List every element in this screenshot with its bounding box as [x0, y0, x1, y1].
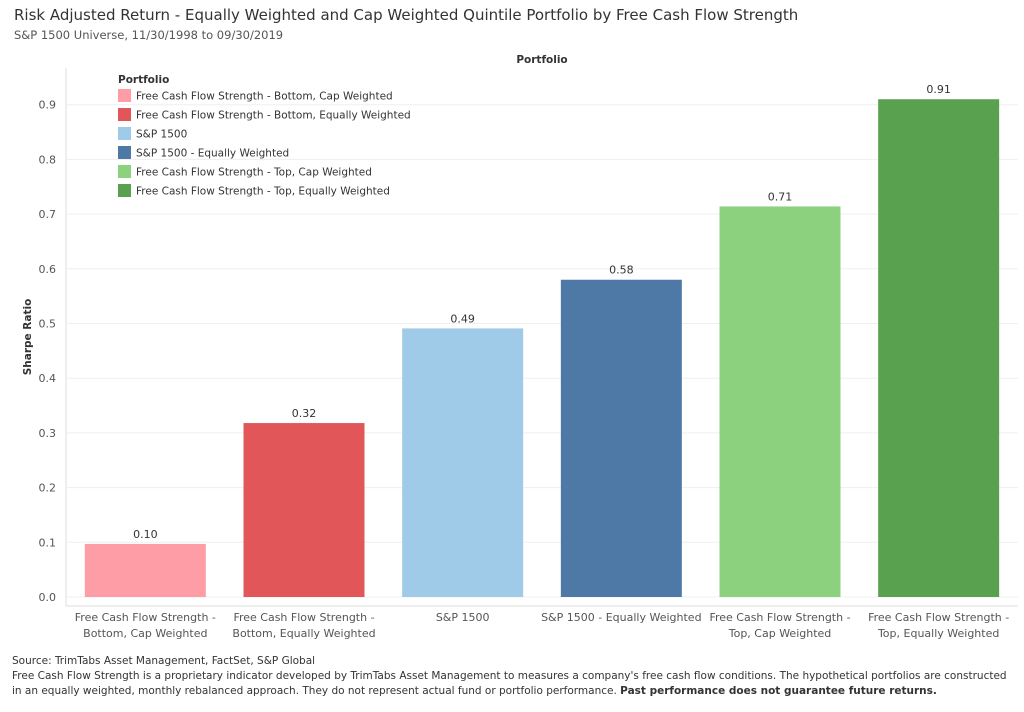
y-tick-label: 0.9 — [39, 99, 57, 112]
y-axis-title: Sharpe Ratio — [22, 299, 34, 376]
bar — [878, 99, 1000, 597]
bar — [402, 328, 524, 597]
legend-swatch — [118, 165, 131, 178]
bar-value-label: 0.71 — [768, 190, 793, 203]
x-tick-label: Bottom, Cap Weighted — [83, 627, 207, 640]
bar-value-label: 0.32 — [292, 407, 317, 420]
x-tick-label: S&P 1500 — [436, 611, 490, 624]
x-tick-label: S&P 1500 - Equally Weighted — [541, 611, 701, 624]
x-tick-label: Free Cash Flow Strength - — [709, 611, 850, 624]
y-tick-label: 0.7 — [39, 208, 57, 221]
x-tick-label: Bottom, Equally Weighted — [232, 627, 375, 640]
source-note: Source: TrimTabs Asset Management, FactS… — [12, 655, 316, 667]
bar-value-label: 0.91 — [926, 83, 951, 96]
y-tick-label: 0.0 — [39, 591, 57, 604]
footnote: Free Cash Flow Strength is a proprietary… — [12, 669, 1016, 699]
column-header: Portfolio — [516, 54, 567, 66]
bar — [243, 423, 365, 597]
bar — [84, 543, 206, 597]
y-tick-label: 0.3 — [39, 427, 57, 440]
legend-swatch — [118, 184, 131, 197]
y-tick-label: 0.2 — [39, 482, 57, 495]
x-tick-label: Free Cash Flow Strength - — [233, 611, 374, 624]
legend-swatch — [118, 146, 131, 159]
legend-item: Free Cash Flow Strength - Bottom, Equall… — [136, 110, 411, 122]
x-tick-label: Free Cash Flow Strength - — [868, 611, 1009, 624]
y-tick-label: 0.8 — [39, 153, 57, 166]
legend-swatch — [118, 89, 131, 102]
legend-item: Free Cash Flow Strength - Top, Cap Weigh… — [136, 167, 372, 179]
legend-item: S&P 1500 — [136, 129, 187, 141]
bar — [719, 206, 841, 597]
legend-item: Free Cash Flow Strength - Top, Equally W… — [136, 186, 390, 198]
x-tick-label: Top, Cap Weighted — [728, 627, 832, 640]
legend-item: Free Cash Flow Strength - Bottom, Cap We… — [136, 91, 393, 103]
legend-item: S&P 1500 - Equally Weighted — [136, 148, 289, 160]
x-tick-label: Free Cash Flow Strength - — [75, 611, 216, 624]
bar-value-label: 0.58 — [609, 264, 634, 277]
performance-disclaimer: Past performance does not guarantee futu… — [620, 685, 937, 697]
y-tick-label: 0.1 — [39, 536, 57, 549]
chart-subtitle: S&P 1500 Universe, 11/30/1998 to 09/30/2… — [14, 28, 284, 42]
bar-value-label: 0.10 — [133, 528, 158, 541]
footnote-text: Free Cash Flow Strength is a proprietary… — [12, 670, 1007, 697]
y-tick-label: 0.6 — [39, 263, 57, 276]
legend-title: Portfolio — [118, 74, 169, 86]
bar-value-label: 0.49 — [450, 312, 475, 325]
legend-swatch — [118, 127, 131, 140]
chart-title: Risk Adjusted Return - Equally Weighted … — [14, 6, 799, 24]
legend-swatch — [118, 108, 131, 121]
bar-chart: 0.0 0.1 0.2 0.3 0.4 0.5 0.6 0.7 0.8 0.9 Portfolio S… — [22, 54, 1018, 640]
x-tick-label: Top, Equally Weighted — [877, 627, 999, 640]
y-tick-label: 0.5 — [39, 318, 57, 331]
y-tick-label: 0.4 — [39, 372, 57, 385]
bar — [560, 279, 682, 597]
footer: Source: TrimTabs Asset Management, FactS… — [12, 654, 1016, 699]
